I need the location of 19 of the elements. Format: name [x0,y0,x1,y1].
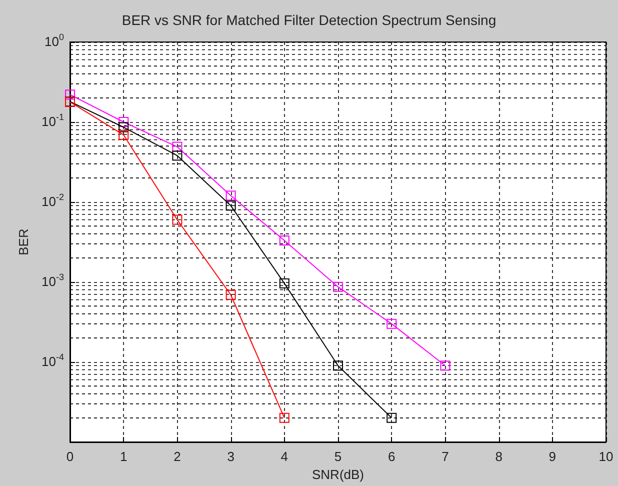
x-tick-label: 4 [280,449,288,464]
x-tick-label: 9 [548,449,556,464]
y-tick-label: 10$^{-4}$ [42,352,64,371]
x-tick-label: 0 [66,449,74,464]
x-tick-label: 2 [174,449,181,464]
x-tick-label: 3 [227,449,234,464]
y-tick-label: 10$^{0}$ [44,32,64,51]
y-tick-label: 10$^{-2}$ [42,192,64,211]
y-tick-label: 10$^{-1}$ [42,112,64,131]
x-tick-label: 1 [120,449,128,464]
x-tick-label: 5 [334,449,342,464]
x-axis-title: SNR(dB) [312,466,364,482]
y-tick-label: 10$^{-3}$ [42,272,64,291]
chart-title: BER vs SNR for Matched Filter Detection Spectrum Sensing [122,12,496,28]
x-tick-label: 8 [495,449,502,464]
y-axis-title: BER [16,228,31,256]
x-tick-label: 7 [442,449,449,464]
x-tick-label: 6 [388,449,396,464]
x-tick-label: 10 [598,449,614,464]
